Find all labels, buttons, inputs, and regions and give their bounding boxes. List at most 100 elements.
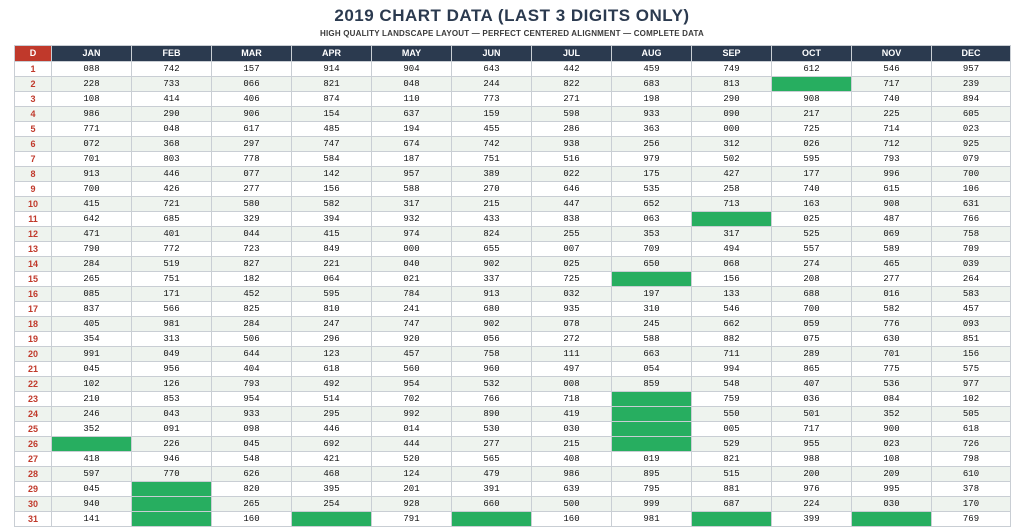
- table-row: 19 354 313 506 296 920 056 272 588 882 075 630 851: [14, 331, 1011, 347]
- value-cell: 709: [611, 241, 692, 257]
- value-cell: 457: [371, 346, 452, 362]
- empty-cell: [851, 511, 932, 527]
- value-cell: 793: [211, 376, 292, 392]
- value-cell: 687: [691, 496, 772, 512]
- value-cell: 286: [531, 121, 612, 137]
- day-cell: 18: [14, 316, 52, 332]
- value-cell: 881: [691, 481, 772, 497]
- value-cell: 546: [691, 301, 772, 317]
- empty-cell: [611, 406, 692, 422]
- column-header-sep: SEP: [691, 45, 772, 62]
- value-cell: 536: [851, 376, 932, 392]
- table-row: 31 141 160 791 160 981 399 769: [14, 511, 1011, 527]
- value-cell: 265: [211, 496, 292, 512]
- value-cell: 200: [771, 466, 852, 482]
- value-cell: 256: [611, 136, 692, 152]
- value-cell: 838: [531, 211, 612, 227]
- value-cell: 215: [531, 436, 612, 452]
- value-cell: 740: [851, 91, 932, 107]
- value-cell: 102: [931, 391, 1011, 407]
- value-cell: 991: [51, 346, 132, 362]
- value-cell: 742: [451, 136, 532, 152]
- value-cell: 957: [931, 61, 1011, 77]
- value-cell: 908: [851, 196, 932, 212]
- day-cell: 21: [14, 361, 52, 377]
- table-row: 14 284 519 827 221 040 902 025 650 068 274 465 039: [14, 256, 1011, 272]
- value-cell: 157: [211, 61, 292, 77]
- value-cell: 329: [211, 211, 292, 227]
- value-cell: 312: [691, 136, 772, 152]
- value-cell: 992: [371, 406, 452, 422]
- value-cell: 795: [611, 481, 692, 497]
- value-cell: 399: [771, 511, 852, 527]
- value-cell: 685: [131, 211, 212, 227]
- value-cell: 007: [531, 241, 612, 257]
- value-cell: 747: [371, 316, 452, 332]
- value-cell: 701: [851, 346, 932, 362]
- value-cell: 016: [851, 286, 932, 302]
- value-cell: 500: [531, 496, 612, 512]
- table-body: 1 088 742 157 914 904 643 442 459 749 612 546 957 2 22…: [14, 61, 1011, 527]
- value-cell: 005: [691, 421, 772, 437]
- empty-cell: [691, 511, 772, 527]
- value-cell: 784: [371, 286, 452, 302]
- column-header-oct: OCT: [771, 45, 852, 62]
- value-cell: 859: [611, 376, 692, 392]
- day-cell: 7: [14, 151, 52, 167]
- value-cell: 986: [51, 106, 132, 122]
- value-cell: 265: [51, 271, 132, 287]
- value-cell: 650: [611, 256, 692, 272]
- value-cell: 090: [691, 106, 772, 122]
- value-cell: 977: [931, 376, 1011, 392]
- empty-cell: [131, 511, 212, 527]
- column-header-aug: AUG: [611, 45, 692, 62]
- empty-cell: [611, 421, 692, 437]
- table-row: 3 108 414 406 874 110 773 271 198 290 908 740 894: [14, 91, 1011, 107]
- day-cell: 15: [14, 271, 52, 287]
- value-cell: 023: [851, 436, 932, 452]
- value-cell: 598: [531, 106, 612, 122]
- value-cell: 111: [531, 346, 612, 362]
- value-cell: 025: [771, 211, 852, 227]
- table-row: 7 701 803 778 584 187 751 516 979 502 595 793 079: [14, 151, 1011, 167]
- day-cell: 14: [14, 256, 52, 272]
- table-row: 9 700 426 277 156 588 270 646 535 258 740 615 106: [14, 181, 1011, 197]
- value-cell: 030: [851, 496, 932, 512]
- value-cell: 849: [291, 241, 372, 257]
- value-cell: 597: [51, 466, 132, 482]
- value-cell: 580: [211, 196, 292, 212]
- value-cell: 198: [611, 91, 692, 107]
- value-cell: 246: [51, 406, 132, 422]
- value-cell: 821: [691, 451, 772, 467]
- table-row: 1 088 742 157 914 904 643 442 459 749 612 546 957: [14, 61, 1011, 77]
- value-cell: 455: [451, 121, 532, 137]
- value-cell: 289: [771, 346, 852, 362]
- value-cell: 979: [611, 151, 692, 167]
- value-cell: 751: [451, 151, 532, 167]
- value-cell: 618: [931, 421, 1011, 437]
- value-cell: 639: [531, 481, 612, 497]
- value-cell: 277: [451, 436, 532, 452]
- column-header-jun: JUN: [451, 45, 532, 62]
- day-cell: 11: [14, 211, 52, 227]
- value-cell: 712: [851, 136, 932, 152]
- value-cell: 747: [291, 136, 372, 152]
- value-cell: 471: [51, 226, 132, 242]
- value-cell: 226: [131, 436, 212, 452]
- value-cell: 363: [611, 121, 692, 137]
- empty-cell: [611, 391, 692, 407]
- day-cell: 28: [14, 466, 52, 482]
- value-cell: 194: [371, 121, 452, 137]
- value-cell: 404: [211, 361, 292, 377]
- value-cell: 019: [611, 451, 692, 467]
- value-cell: 310: [611, 301, 692, 317]
- value-cell: 492: [291, 376, 372, 392]
- value-cell: 126: [131, 376, 212, 392]
- value-cell: 588: [371, 181, 452, 197]
- value-cell: 044: [211, 226, 292, 242]
- day-cell: 31: [14, 511, 52, 527]
- value-cell: 813: [691, 76, 772, 92]
- value-cell: 932: [371, 211, 452, 227]
- table-row: 24 246 043 933 295 992 890 419 550 501 352 505: [14, 406, 1011, 422]
- value-cell: 068: [691, 256, 772, 272]
